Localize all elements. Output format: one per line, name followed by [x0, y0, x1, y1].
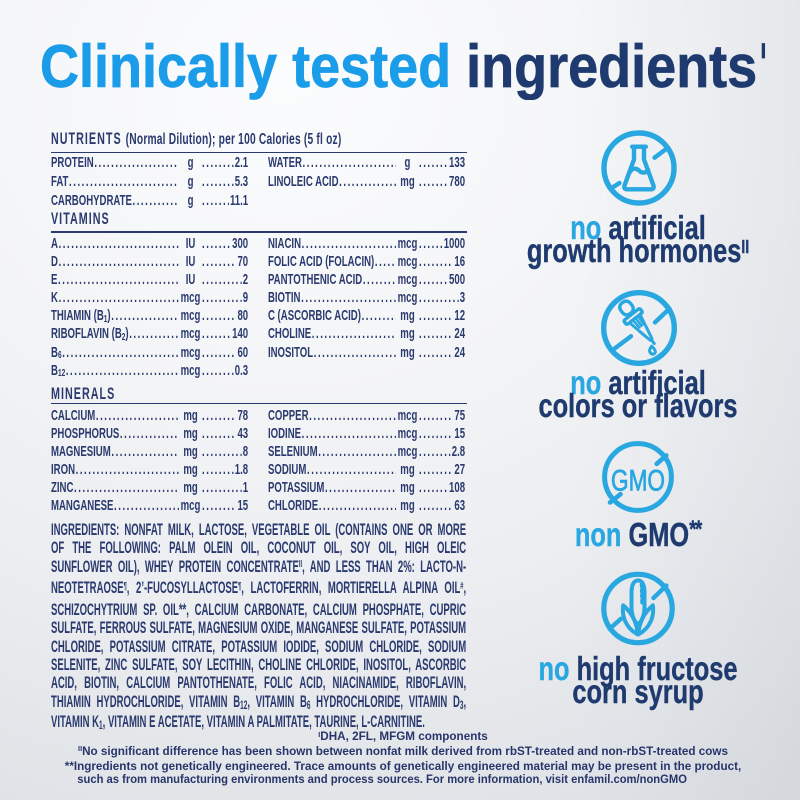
svg-text:GMO: GMO [611, 465, 665, 498]
